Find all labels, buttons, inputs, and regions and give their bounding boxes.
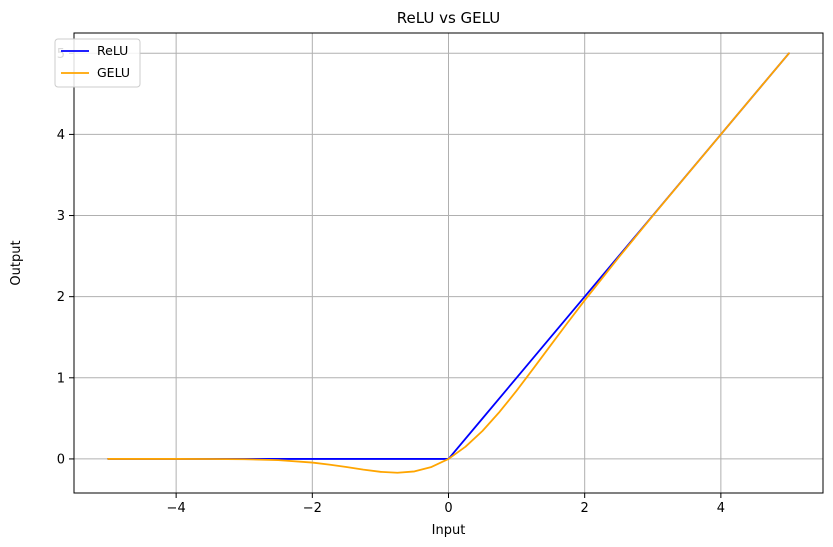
y-tick-label: 3	[57, 209, 65, 224]
x-tick-label: −4	[167, 501, 186, 516]
legend: ReLU GELU	[54, 38, 141, 88]
x-tick-label: 0	[444, 501, 452, 516]
x-tick-label: 2	[581, 501, 589, 516]
y-tick-label: 1	[57, 371, 65, 386]
x-axis-ticks: −4 −2 0 2 4	[167, 493, 725, 516]
x-tick-label: −2	[303, 501, 322, 516]
legend-label-gelu: GELU	[97, 65, 130, 80]
y-tick-label: 4	[57, 128, 65, 143]
legend-label-relu: ReLU	[97, 43, 128, 58]
y-axis-label: Output	[9, 240, 24, 285]
x-axis-label: Input	[432, 523, 466, 538]
series-lines	[107, 52, 790, 474]
y-tick-label: 0	[57, 452, 65, 467]
y-axis-ticks: 012345	[57, 47, 74, 467]
grid	[74, 33, 823, 493]
series-line-gelu	[107, 52, 790, 474]
x-tick-label: 4	[717, 501, 725, 516]
chart-title: ReLU vs GELU	[397, 9, 500, 27]
y-tick-label: 2	[57, 290, 65, 305]
